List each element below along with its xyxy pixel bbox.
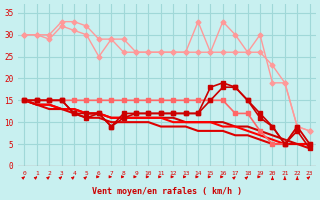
X-axis label: Vent moyen/en rafales ( km/h ): Vent moyen/en rafales ( km/h ) [92, 187, 242, 196]
